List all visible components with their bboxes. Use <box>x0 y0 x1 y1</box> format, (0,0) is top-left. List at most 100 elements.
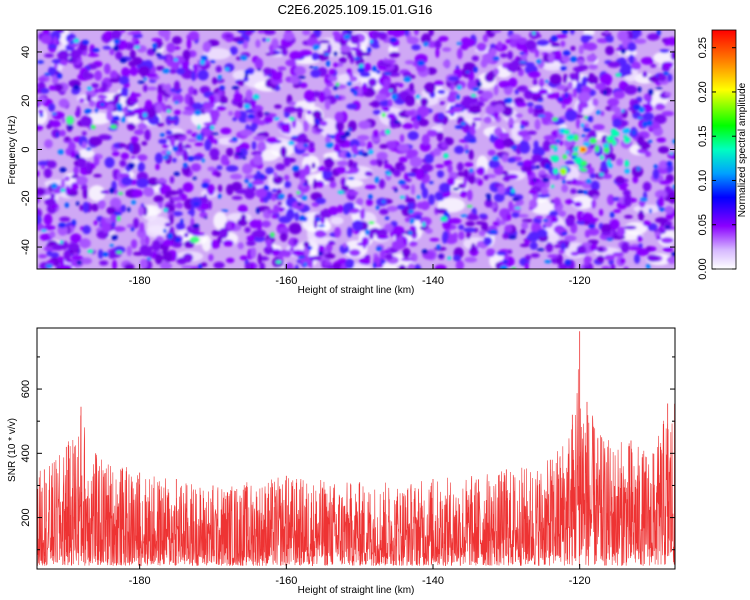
spectrogram-cell <box>369 42 378 46</box>
spectrogram-cell <box>169 136 176 147</box>
spectrogram-cell <box>533 140 539 150</box>
spectrogram-cell <box>603 146 610 154</box>
spectrogram-cell <box>514 102 527 107</box>
spectrogram-cell <box>129 143 134 153</box>
spectrogram-cell <box>50 30 62 41</box>
spectrogram-cell <box>144 129 151 141</box>
spectrogram-cell <box>342 242 348 248</box>
spectrogram-cell <box>220 127 232 135</box>
spectrogram-cell <box>206 184 215 196</box>
spectrogram-cell <box>182 110 194 116</box>
spectrogram-cell <box>564 259 572 266</box>
spectrogram-cell <box>182 49 191 61</box>
spectrogram-cell <box>192 88 198 96</box>
spectrogram-cell <box>560 40 566 47</box>
spectrogram-cell <box>502 233 509 240</box>
spectrogram-cell <box>581 34 593 40</box>
spectrogram-cell <box>378 33 388 41</box>
spectrogram-cell <box>69 49 81 60</box>
spectrogram-cell <box>306 109 312 115</box>
spectrogram-cell <box>328 75 338 82</box>
spectrogram-cell <box>659 180 672 185</box>
spectrogram-cell <box>111 151 120 157</box>
spectrogram-cell <box>597 255 605 263</box>
spectrogram-cell <box>537 193 550 199</box>
spectrogram-cell <box>502 174 511 182</box>
spectrogram-cell <box>413 30 419 36</box>
spectrogram-cell <box>619 186 627 191</box>
spectrogram-cell <box>298 215 307 222</box>
spectrogram-cell <box>235 152 243 156</box>
spectrogram-cell <box>130 155 137 160</box>
spectrogram-cell <box>213 261 225 269</box>
spectrogram-cell <box>607 194 615 206</box>
spectrogram-cell <box>51 128 61 139</box>
spectrogram-cell <box>146 257 152 261</box>
spectrogram-cell <box>404 95 416 107</box>
spectrogram-cell <box>624 84 638 95</box>
spectrogram-cell <box>613 209 622 214</box>
snr-ylabel: SNR (10 * v/v) <box>7 418 18 482</box>
spectrogram-cell <box>127 207 131 213</box>
spectrogram-cell <box>265 238 273 249</box>
spectrogram-cell <box>548 210 559 217</box>
spectrogram-cell <box>191 102 204 110</box>
spectrogram-cell <box>356 197 364 206</box>
spectrogram-cell <box>303 164 311 176</box>
spectrogram-cell <box>443 60 451 68</box>
spectrogram-cell <box>561 231 568 236</box>
spectrogram-cell <box>324 157 335 169</box>
spectrogram-cell <box>476 81 483 88</box>
spectrogram-cell <box>589 243 598 252</box>
spectrogram-cell <box>650 63 657 68</box>
spectrogram-cell <box>271 214 278 219</box>
spectrogram-cell <box>238 115 249 123</box>
spectrogram-cell <box>522 159 533 168</box>
spectrogram-cell <box>424 82 436 94</box>
spectrogram-cell <box>466 205 473 208</box>
spectrogram-cell <box>333 143 340 153</box>
spectrogram-cell <box>404 30 409 37</box>
spectrogram-cell <box>445 137 454 146</box>
spectrogram-cell <box>172 211 183 217</box>
spectrogram-cell <box>447 177 456 187</box>
spectrogram-cell <box>399 164 406 172</box>
spectrogram-cell <box>407 131 419 141</box>
spectrogram-cell <box>75 175 88 186</box>
spectrogram-cell <box>112 169 117 179</box>
figure-title: C2E6.2025.109.15.01.G16 <box>278 2 433 17</box>
spectrogram-cell <box>288 117 295 121</box>
spectrogram-cell <box>328 68 336 76</box>
spectrogram-cell <box>375 205 380 210</box>
spectrogram-cell <box>132 107 146 115</box>
spectrogram-cell <box>203 193 208 205</box>
spectrogram-cell <box>116 105 123 113</box>
spectrogram-cell <box>82 201 90 214</box>
spectrogram-cell <box>137 80 146 84</box>
spectrogram-cell <box>273 116 280 121</box>
spectrogram-cell <box>37 96 46 104</box>
spectrogram-cell <box>330 216 344 225</box>
spectrogram-cell <box>148 245 153 253</box>
spectrogram-cell <box>628 54 635 64</box>
spectrogram-cell <box>417 105 430 118</box>
spectrogram-cell <box>358 120 371 130</box>
spectrogram-cell <box>543 135 556 141</box>
spectrogram-cell <box>213 211 228 230</box>
spectrogram-cell <box>186 129 193 135</box>
spectrogram-cell <box>586 54 598 63</box>
spectrogram-cell <box>303 143 309 148</box>
spectrogram-ytick-label: 20 <box>20 95 32 107</box>
spectrogram-cell <box>90 124 96 130</box>
spectrogram-cell <box>348 127 352 132</box>
spectrogram-cell <box>379 249 386 261</box>
spectrogram-cell <box>623 266 629 269</box>
spectrogram-cell <box>68 242 80 251</box>
spectrogram-cell <box>558 210 567 217</box>
spectrogram-cell <box>73 38 80 44</box>
spectrogram-cell <box>292 238 299 246</box>
spectrogram-cell <box>454 104 463 108</box>
spectrogram-cell <box>658 146 670 154</box>
spectrogram-cell <box>376 151 388 161</box>
spectrogram-cell <box>659 49 670 54</box>
